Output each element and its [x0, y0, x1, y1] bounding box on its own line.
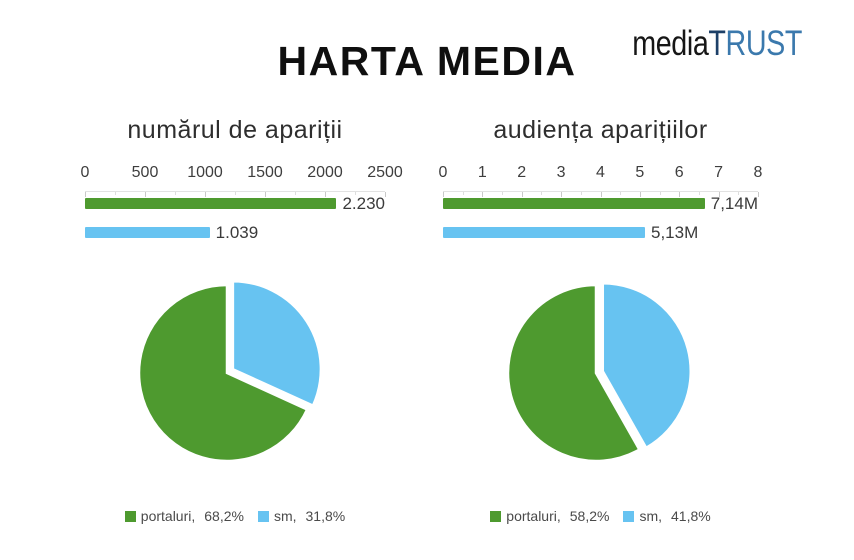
- logo-trust-first-letter: T: [708, 24, 726, 63]
- axis-minor-tick-mark: [502, 192, 504, 195]
- pie-slice-sm: [231, 279, 322, 408]
- axis-tick-label: 2000: [307, 164, 343, 181]
- legend-item-sm: sm, 31,8%: [257, 508, 346, 524]
- pie-chart: [506, 281, 691, 463]
- legend-value: 31,8%: [305, 508, 346, 524]
- axis-tick-mark: [718, 192, 720, 197]
- axis-minor-tick-mark: [580, 192, 582, 195]
- axis-ticks: [85, 191, 386, 198]
- axis-tick-mark: [679, 192, 681, 197]
- axis-tick-mark: [145, 192, 146, 197]
- legend-swatch: [257, 510, 269, 522]
- legend-swatch: [124, 510, 136, 522]
- chart-group-numarul-de-aparitii: numărul de apariții 0 500 1000 1500 2000 2500…: [81, 110, 403, 534]
- bar-row-portaluri: 2.230: [85, 194, 385, 213]
- axis-tick-label: 8: [753, 164, 763, 181]
- axis-tick-mark: [385, 192, 386, 197]
- axis-tick-label: 4: [596, 164, 605, 181]
- axis-tick-label: 3: [556, 164, 566, 181]
- axis-tick-label: 0: [80, 164, 90, 181]
- chart-legend: portaluri, 68,2% sm, 31,8%: [85, 508, 385, 524]
- axis-minor-tick-mark: [295, 192, 296, 195]
- mediatrust-logo: mediaTRUST: [632, 26, 802, 61]
- axis-tick-label: 1000: [187, 164, 223, 181]
- axis-tick-label: 500: [131, 164, 159, 181]
- legend-swatch: [490, 510, 502, 522]
- legend-value: 58,2%: [569, 508, 610, 524]
- pie-chart: [137, 279, 322, 463]
- axis-tick-label: 1500: [247, 164, 283, 181]
- axis-tick-mark: [639, 192, 641, 197]
- logo-media-text: media: [632, 24, 709, 63]
- legend-label: portaluri,: [140, 508, 196, 524]
- axis-tick-mark: [265, 192, 266, 197]
- axis-tick-mark: [482, 192, 484, 197]
- axis-tick-label: 0: [438, 164, 448, 181]
- axis-minor-tick-mark: [738, 192, 740, 195]
- axis-tick-label: 2: [517, 164, 527, 181]
- legend-item-portaluri: portaluri, 58,2%: [490, 508, 609, 524]
- axis-tick-label: 5: [635, 164, 645, 181]
- chart-title: audiența aparițiilor: [493, 116, 708, 144]
- bar-row-portaluri: 7,14M: [443, 194, 758, 213]
- axis-minor-tick-mark: [462, 192, 464, 195]
- legend-value: 41,8%: [671, 508, 711, 524]
- legend-label: sm,: [639, 508, 663, 524]
- legend-value: 68,2%: [204, 508, 244, 524]
- legend-swatch: [623, 510, 635, 522]
- bar-value-label: 7,14M: [710, 194, 758, 213]
- axis-tick-label: 7: [714, 164, 724, 181]
- pie-slice-portaluri: [137, 283, 309, 463]
- bar-fill-sm: [443, 227, 645, 238]
- axis-minor-tick-mark: [235, 192, 236, 195]
- axis-minor-tick-mark: [355, 192, 356, 195]
- legend-label: sm,: [273, 508, 297, 524]
- axis-tick-mark: [600, 192, 602, 197]
- legend-label: portaluri,: [506, 508, 561, 524]
- pie-slice-sm: [601, 281, 691, 450]
- axis-labels: 0 1 2 3 4 5 6 7 8: [439, 164, 763, 182]
- pie-slice-portaluri: [506, 283, 641, 463]
- axis-tick-mark: [85, 192, 86, 197]
- axis-ticks: [443, 191, 759, 198]
- legend-item-sm: sm, 41,8%: [623, 508, 711, 524]
- axis-tick-mark: [325, 192, 326, 197]
- axis-tick-mark: [758, 192, 759, 197]
- chart-title: numărul de apariții: [127, 116, 343, 144]
- bar-row-sm: 5,13M: [443, 223, 758, 242]
- legend-item-portaluri: portaluri, 68,2%: [124, 508, 244, 524]
- axis-tick-label: 2500: [367, 164, 403, 181]
- axis-labels: 0 500 1000 1500 2000 2500: [81, 164, 403, 182]
- bar-value-label: 2.230: [342, 194, 385, 213]
- axis-tick-mark: [443, 192, 444, 197]
- axis-minor-tick-mark: [115, 192, 116, 195]
- chart-legend: portaluri, 58,2% sm, 41,8%: [443, 508, 758, 524]
- page-title: HARTA MEDIA: [277, 38, 577, 84]
- axis-minor-tick-mark: [698, 192, 700, 195]
- axis-tick-mark: [561, 192, 563, 197]
- axis-tick-mark: [205, 192, 206, 197]
- axis-tick-mark: [521, 192, 523, 197]
- bar-value-label: 5,13M: [650, 223, 699, 242]
- bar-fill-sm: [85, 227, 210, 238]
- axis-minor-tick-mark: [620, 192, 622, 195]
- bar-fill-portaluri: [85, 198, 337, 209]
- logo-trust-rest-text: RUST: [725, 24, 803, 63]
- chart-group-audienta-aparitiilor: audiența aparițiilor 0 1 2 3 4 5 6 7 8 7,14M 5,1…: [439, 110, 763, 534]
- axis-minor-tick-mark: [541, 192, 543, 195]
- axis-tick-label: 6: [674, 164, 684, 181]
- bar-row-sm: 1.039: [85, 223, 385, 242]
- axis-minor-tick-mark: [659, 192, 661, 195]
- bar-value-label: 1.039: [215, 223, 259, 242]
- axis-tick-label: 1: [477, 164, 487, 181]
- axis-minor-tick-mark: [175, 192, 176, 195]
- bar-fill-portaluri: [443, 198, 705, 209]
